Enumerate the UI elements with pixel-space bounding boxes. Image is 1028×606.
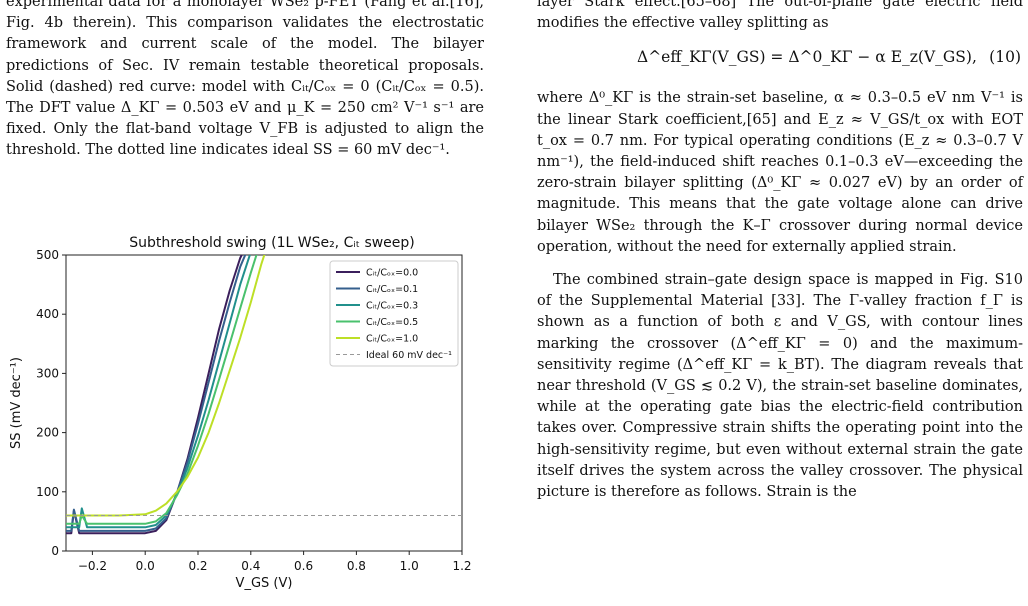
y-tick-label: 200 xyxy=(36,426,59,440)
x-tick-label: 1.0 xyxy=(400,559,419,573)
y-axis-label: SS (mV dec⁻¹) xyxy=(9,357,24,449)
x-axis: −0.2 0.0 0.2 0.4 0.6 0.8 1.0 1.2 xyxy=(78,551,472,573)
chart-title: Subthreshold swing (1L WSe₂, Cᵢₜ sweep) xyxy=(129,235,415,251)
x-tick-label: 0.6 xyxy=(294,559,313,573)
series-line-1 xyxy=(66,255,247,532)
legend-label: Cᵢₜ/Cₒₓ=1.0 xyxy=(366,334,418,345)
series-line-0 xyxy=(66,255,243,535)
legend-label: Cᵢₜ/Cₒₓ=0.0 xyxy=(366,268,418,279)
x-tick-label: 0.0 xyxy=(136,559,155,573)
legend-label: Cᵢₜ/Cₒₓ=0.3 xyxy=(366,301,418,312)
figure-caption: experimental data for a monolayer WSe₂ p… xyxy=(6,0,484,159)
right-column: layer Stark effect.[65–68] The out-of-pl… xyxy=(537,0,1023,503)
legend-frame xyxy=(329,260,459,367)
chart-legend: Cᵢₜ/Cₒₓ=0.0 Cᵢₜ/Cₒₓ=0.1 Cᵢₜ/Cₒₓ=0.3 Cᵢₜ/Cₒₓ… xyxy=(329,260,459,367)
legend-label: Cᵢₜ/Cₒₓ=0.5 xyxy=(366,317,418,328)
x-axis-label: V_GS (V) xyxy=(236,576,293,591)
paragraph-design-space: The combined strain–gate design space is… xyxy=(537,272,1023,501)
y-tick-label: 100 xyxy=(36,485,59,499)
series-line-4 xyxy=(66,255,266,517)
equation-number: (10) xyxy=(989,48,1021,67)
series-line-3 xyxy=(66,255,258,525)
y-tick-label: 400 xyxy=(36,307,59,321)
figure-subthreshold-swing: Subthreshold swing (1L WSe₂, Cᵢₜ sweep) … xyxy=(0,225,490,606)
x-tick-label: −0.2 xyxy=(78,559,107,573)
intro-paragraph: layer Stark effect.[65–68] The out-of-pl… xyxy=(537,0,1023,32)
legend-label: Ideal 60 mV dec⁻¹ xyxy=(366,350,452,361)
equation-10: Δ^eff_KΓ(V_GS) = Δ^0_KΓ − α E_z(V_GS), (… xyxy=(537,40,1023,84)
x-tick-label: 0.8 xyxy=(347,559,366,573)
x-tick-label: 0.4 xyxy=(241,559,260,573)
x-tick-label: 1.2 xyxy=(452,559,471,573)
paragraph-stark-shift: where Δ⁰_KΓ is the strain-set baseline, … xyxy=(537,90,1023,255)
series-layer xyxy=(66,255,462,535)
equation-body: Δ^eff_KΓ(V_GS) = Δ^0_KΓ − α E_z(V_GS), xyxy=(637,48,977,67)
chart-svg: Subthreshold swing (1L WSe₂, Cᵢₜ sweep) … xyxy=(9,235,472,591)
legend-label: Cᵢₜ/Cₒₓ=0.1 xyxy=(366,284,418,295)
y-tick-label: 300 xyxy=(36,366,59,380)
y-tick-label: 500 xyxy=(36,248,59,262)
y-tick-label: 0 xyxy=(51,544,59,558)
y-axis: 0 100 200 300 400 500 xyxy=(36,248,66,558)
x-tick-label: 0.2 xyxy=(188,559,207,573)
series-line-2 xyxy=(66,255,251,529)
